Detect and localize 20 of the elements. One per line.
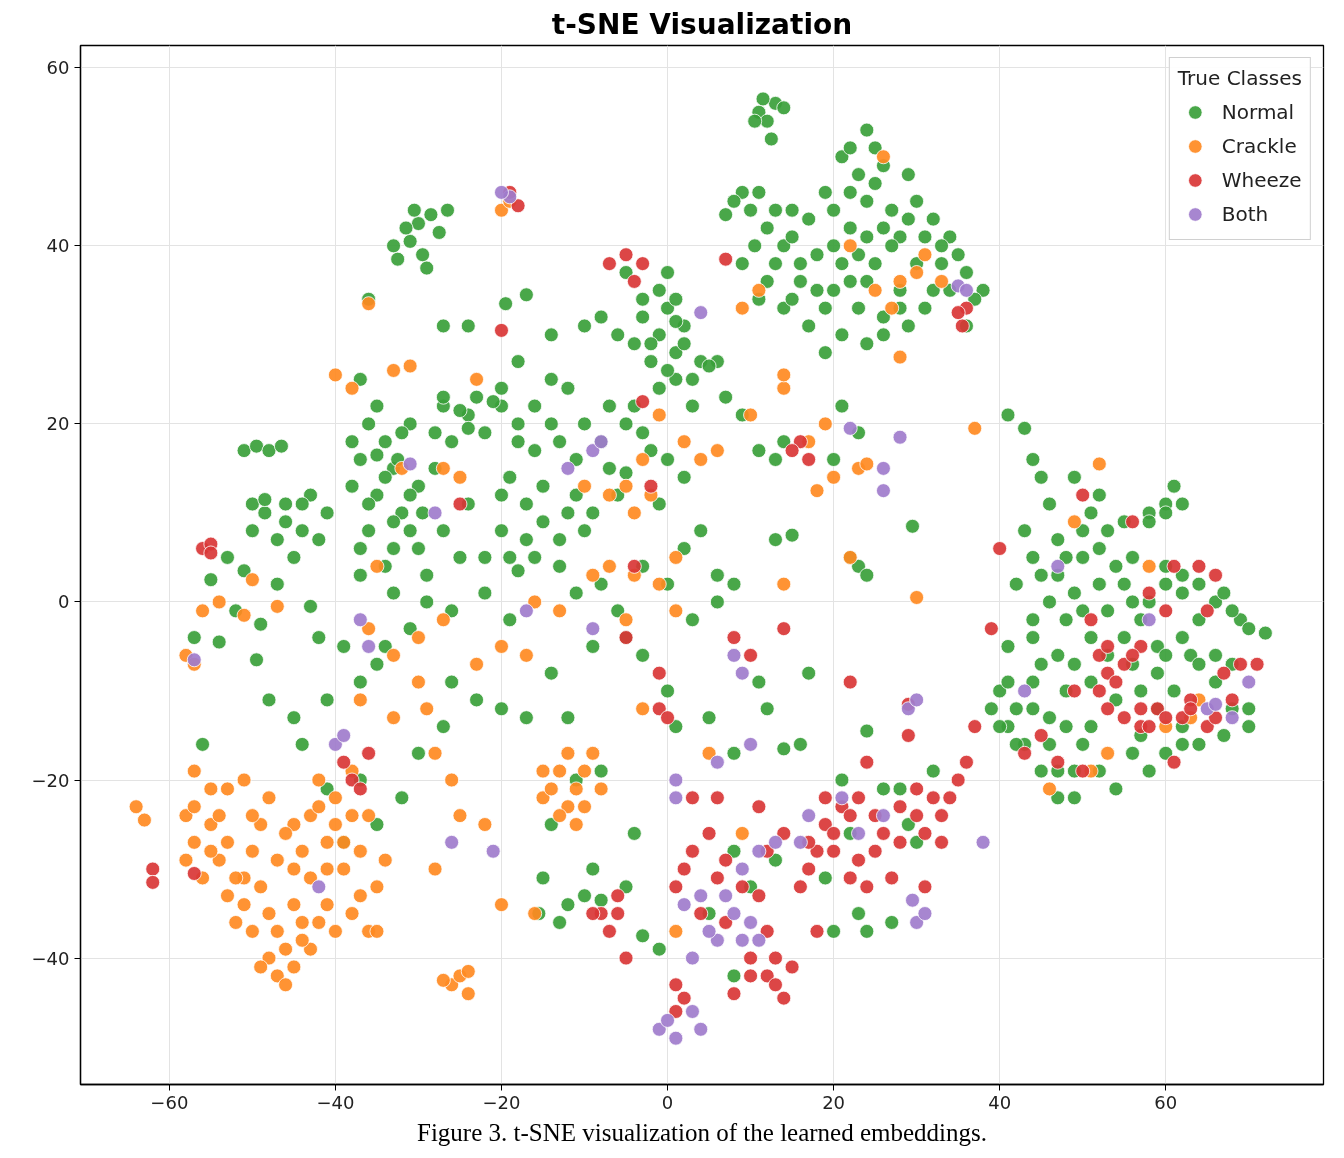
caption: Figure 3. t-SNE visualization of the learned embeddings. [417, 1118, 988, 1146]
x-tick-label: −60 [150, 1091, 189, 1113]
x-tick-label: 0 [661, 1091, 674, 1113]
y-tick-label: −20 [31, 769, 70, 791]
legend-label: Crackle [1221, 133, 1297, 160]
y-tick-label: 20 [46, 413, 70, 435]
y-tick-label: 40 [46, 235, 70, 257]
x-tick-label: 20 [822, 1091, 846, 1113]
legend-label: Normal [1221, 99, 1295, 126]
legend-title: True Classes [1177, 66, 1302, 90]
x-tick-label: −40 [316, 1091, 355, 1113]
x-tick-label: 60 [1154, 1091, 1178, 1113]
y-tick-label: 60 [46, 57, 70, 79]
x-tick-label: 40 [988, 1091, 1012, 1113]
chart-title: t-SNE Visualization [551, 7, 853, 41]
y-tick-label: 0 [58, 591, 70, 613]
legend-label: Both [1221, 201, 1269, 228]
x-tick-label: −20 [482, 1091, 521, 1113]
y-tick-label: −40 [31, 947, 70, 969]
legend-label: Wheeze [1221, 167, 1302, 194]
